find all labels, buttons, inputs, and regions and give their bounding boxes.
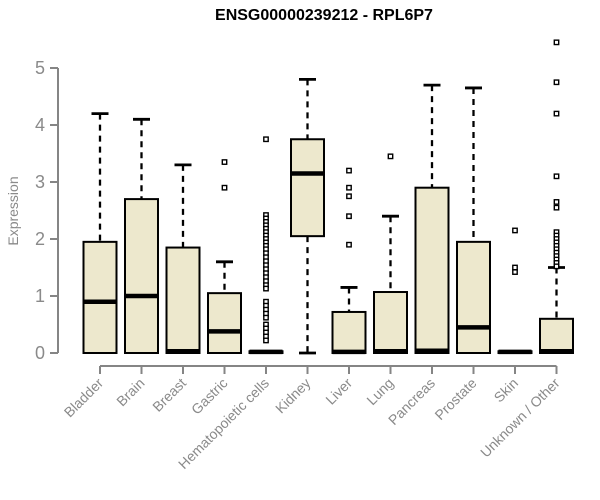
x-label-unknown-other: Unknown / Other (477, 375, 563, 461)
outlier-unknown-other-1 (553, 79, 560, 86)
outlier-gastric-0 (221, 159, 228, 165)
box-lung (373, 291, 408, 355)
outlier-hematopoietic-cells-26 (263, 314, 269, 321)
outlier-skin-1 (512, 264, 518, 271)
outlier-liver-1 (346, 184, 352, 191)
outlier-hematopoietic-cells-21 (263, 285, 269, 292)
y-tick-label-3: 3 (35, 172, 45, 192)
x-label-lung: Lung (363, 375, 396, 408)
x-label-prostate: Prostate (431, 375, 479, 423)
outlier-lung-0 (387, 153, 394, 160)
x-label-brain: Brain (113, 375, 147, 409)
outlier-unknown-other-3 (553, 173, 560, 180)
outlier-unknown-other-0 (553, 39, 560, 46)
box-kidney (290, 138, 325, 238)
chart-title: ENSG00000239212 - RPL6P7 (215, 7, 433, 24)
outlier-skin-2 (512, 269, 518, 275)
outlier-unknown-other-4 (553, 199, 560, 205)
outlier-skin-0 (512, 227, 518, 234)
outlier-liver-2 (346, 193, 352, 200)
box-bladder (82, 240, 118, 355)
y-tick-label-2: 2 (35, 229, 45, 249)
outlier-hematopoietic-cells-0 (263, 136, 269, 143)
outlier-gastric-1 (221, 184, 228, 191)
box-prostate (456, 240, 491, 355)
box-gastric (207, 292, 242, 354)
box-liver (331, 310, 367, 354)
outlier-unknown-other-2 (553, 110, 560, 117)
outlier-hematopoietic-cells-31 (263, 337, 269, 344)
outlier-liver-0 (346, 167, 352, 174)
x-label-breast: Breast (149, 375, 189, 415)
y-tick-label-4: 4 (35, 115, 45, 135)
outlier-liver-4 (346, 241, 352, 248)
x-label-skin: Skin (491, 375, 522, 406)
y-tick-label-5: 5 (35, 58, 45, 78)
box-pancreas (414, 186, 450, 354)
y-tick-label-0: 0 (35, 343, 45, 363)
box-unknown-other (539, 317, 574, 354)
outlier-liver-3 (346, 213, 352, 220)
box-brain (124, 198, 159, 354)
x-label-kidney: Kidney (272, 375, 314, 417)
y-tick-label-1: 1 (35, 286, 45, 306)
x-label-liver: Liver (322, 375, 355, 408)
outlier-unknown-other-5 (553, 204, 560, 211)
outlier-unknown-other-16 (553, 263, 560, 270)
box-breast (165, 246, 201, 354)
x-label-bladder: Bladder (61, 375, 107, 421)
